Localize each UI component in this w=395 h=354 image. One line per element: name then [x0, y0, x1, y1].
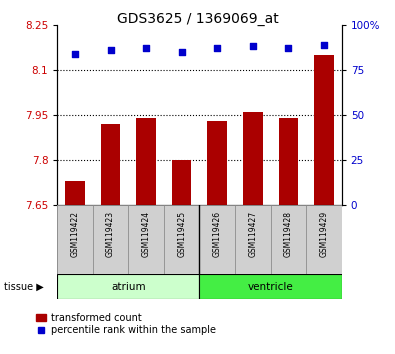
Bar — [101, 124, 120, 205]
Text: GSM119425: GSM119425 — [177, 211, 186, 257]
Point — [107, 47, 114, 53]
Point — [250, 44, 256, 49]
Text: atrium: atrium — [111, 282, 146, 292]
Bar — [199, 205, 235, 274]
Bar — [65, 181, 85, 205]
Bar — [271, 205, 306, 274]
Point — [143, 45, 149, 51]
Bar — [314, 55, 334, 205]
Bar — [235, 205, 271, 274]
Legend: transformed count, percentile rank within the sample: transformed count, percentile rank withi… — [36, 313, 216, 335]
Text: GDS3625 / 1369069_at: GDS3625 / 1369069_at — [117, 12, 278, 27]
Bar — [243, 112, 263, 205]
Text: GSM119424: GSM119424 — [142, 211, 150, 257]
Text: GSM119428: GSM119428 — [284, 211, 293, 257]
Text: GSM119426: GSM119426 — [213, 211, 222, 257]
Text: GSM119429: GSM119429 — [320, 211, 328, 257]
Text: GSM119427: GSM119427 — [248, 211, 257, 257]
Bar — [128, 205, 164, 274]
Text: GSM119422: GSM119422 — [71, 211, 79, 257]
Point — [321, 42, 327, 47]
Point — [214, 45, 220, 51]
Point — [179, 49, 185, 55]
Bar — [207, 121, 227, 205]
Bar — [278, 118, 298, 205]
Bar — [57, 205, 93, 274]
Text: ventricle: ventricle — [248, 282, 293, 292]
Bar — [57, 274, 199, 299]
Bar — [172, 160, 192, 205]
Bar — [199, 274, 342, 299]
Point — [285, 45, 292, 51]
Point — [72, 51, 78, 57]
Bar — [136, 118, 156, 205]
Bar — [93, 205, 128, 274]
Text: GSM119423: GSM119423 — [106, 211, 115, 257]
Text: tissue ▶: tissue ▶ — [4, 282, 44, 292]
Bar — [164, 205, 199, 274]
Bar — [306, 205, 342, 274]
